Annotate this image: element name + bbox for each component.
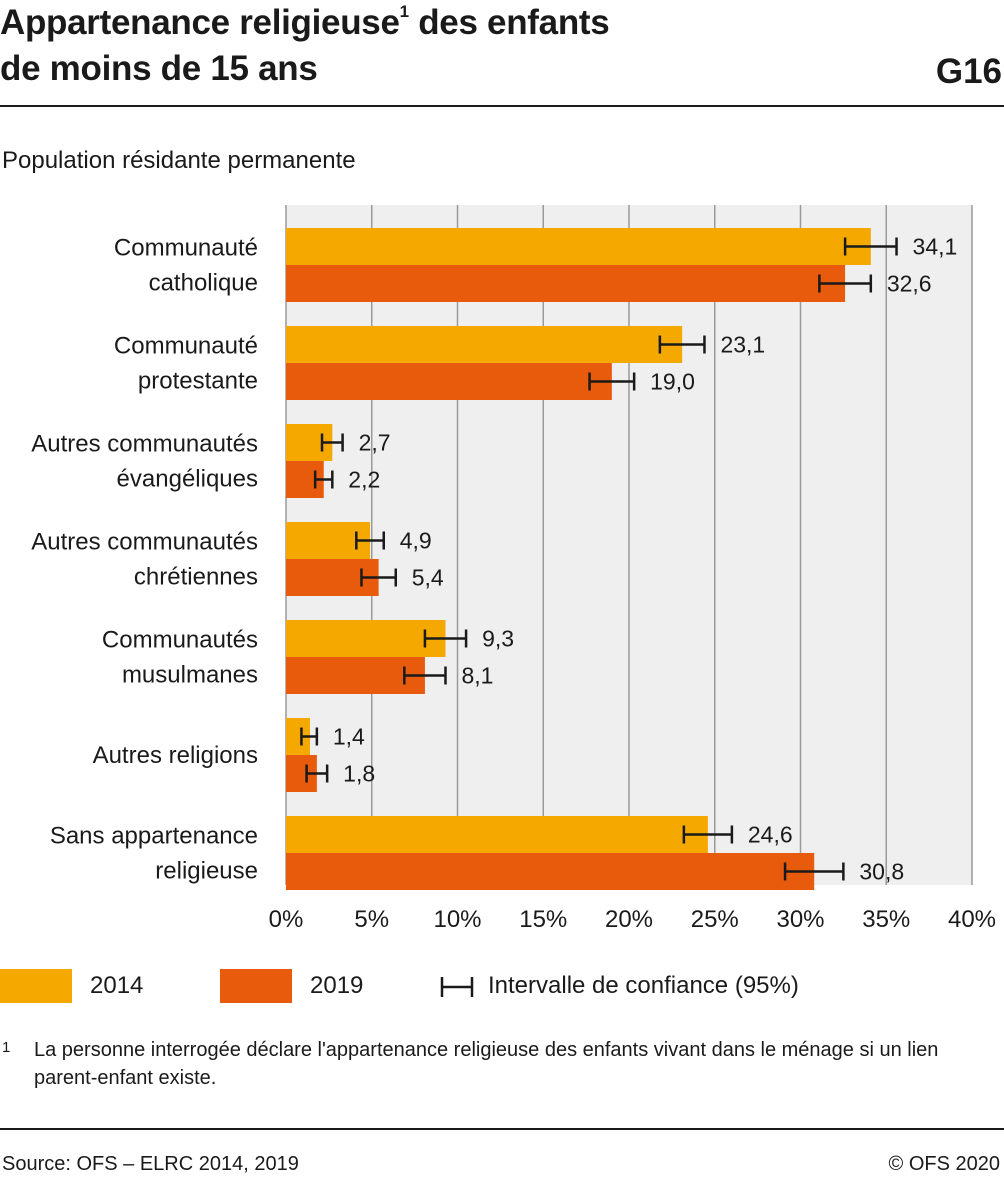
data-label: 2,7 — [359, 430, 391, 456]
footer-divider — [0, 1128, 1004, 1130]
bar-2014 — [286, 326, 683, 363]
legend-label-ci: Intervalle de confiance (95%) — [488, 972, 799, 999]
bar-2019 — [286, 363, 612, 400]
chart-subtitle: Population résidante permanente — [2, 147, 356, 174]
x-tick-label: 25% — [691, 906, 739, 933]
x-tick-label: 35% — [862, 906, 910, 933]
data-label: 2,2 — [348, 467, 380, 493]
footnote-number: 1 — [2, 1039, 11, 1056]
data-label: 32,6 — [887, 271, 932, 297]
category-label: catholique — [149, 270, 258, 297]
category-label: Sans appartenance — [50, 823, 258, 850]
legend-swatch-2014 — [0, 969, 72, 1003]
x-tick-label: 5% — [354, 906, 389, 933]
category-label: Communauté — [114, 333, 258, 360]
bar-2014 — [286, 228, 871, 265]
category-label: Autres communautés — [31, 431, 258, 458]
x-tick-label: 20% — [605, 906, 653, 933]
bar-2019 — [286, 265, 846, 302]
legend: 2014 2019 Intervalle de confiance (95%) — [0, 965, 1004, 1009]
x-tick-label: 40% — [948, 906, 996, 933]
header-divider — [0, 105, 1004, 107]
data-label: 30,8 — [859, 859, 904, 885]
data-label: 24,6 — [748, 822, 793, 848]
title-line1-rest: des enfants — [408, 3, 610, 42]
confidence-interval-icon — [440, 977, 474, 997]
category-label: Autres communautés — [31, 529, 258, 556]
copyright-text: © OFS 2020 — [888, 1153, 1000, 1175]
x-tick-label: 15% — [519, 906, 567, 933]
data-label: 5,4 — [412, 565, 444, 591]
chart-code: G16 — [935, 52, 1002, 91]
bar-2019 — [286, 657, 425, 694]
footnote-text: La personne interrogée déclare l'apparte… — [34, 1039, 939, 1089]
source-text: Source: OFS – ELRC 2014, 2019 — [2, 1153, 299, 1175]
title-line1: Appartenance religieuse — [0, 3, 400, 42]
data-label: 1,8 — [343, 761, 375, 787]
data-label: 4,9 — [400, 528, 432, 554]
category-label: Communautés — [102, 627, 258, 654]
category-label: protestante — [138, 368, 258, 395]
category-label: musulmanes — [122, 662, 258, 689]
legend-swatch-2019 — [220, 969, 292, 1003]
bar-chart: 34,1 32,6 Communauté catholique 23,1 19,0 Comm… — [31, 205, 996, 933]
x-tick-label: 30% — [776, 906, 824, 933]
category-label: religieuse — [155, 858, 258, 885]
data-label: 19,0 — [650, 369, 695, 395]
chart-title: Appartenance religieuse1 des enfants de … — [0, 0, 860, 92]
category-label: Communauté — [114, 235, 258, 262]
title-line2: de moins de 15 ans — [0, 49, 318, 88]
legend-label-2014: 2014 — [90, 972, 144, 999]
data-label: 34,1 — [913, 234, 958, 260]
legend-label-2019: 2019 — [310, 972, 364, 999]
bar-2019 — [286, 853, 815, 890]
data-label: 9,3 — [482, 626, 514, 652]
bar-2014 — [286, 620, 446, 657]
bar-2014 — [286, 816, 708, 853]
data-label: 8,1 — [461, 663, 493, 689]
x-tick-label: 10% — [433, 906, 481, 933]
data-label: 23,1 — [720, 332, 765, 358]
x-tick-label: 0% — [269, 906, 304, 933]
category-label: chrétiennes — [134, 564, 258, 591]
data-label: 1,4 — [333, 724, 365, 750]
title-footnote-marker: 1 — [399, 2, 409, 21]
category-label: Autres religions — [93, 742, 258, 769]
category-label: évangéliques — [117, 466, 258, 493]
